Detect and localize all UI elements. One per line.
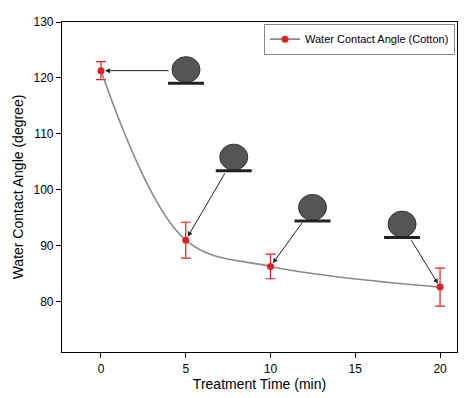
svg-text:Treatment Time (min): Treatment Time (min)	[193, 376, 326, 392]
svg-text:90: 90	[40, 239, 54, 253]
svg-text:110: 110	[34, 127, 53, 141]
svg-text:Water Contact Angle (degree): Water Contact Angle (degree)	[10, 95, 26, 280]
svg-text:120: 120	[33, 71, 53, 85]
svg-text:100: 100	[33, 183, 53, 197]
svg-text:10: 10	[264, 362, 278, 376]
svg-text:0: 0	[98, 362, 105, 376]
svg-text:80: 80	[40, 295, 54, 309]
svg-text:130: 130	[33, 15, 53, 29]
svg-text:15: 15	[349, 362, 363, 376]
svg-text:5: 5	[182, 362, 189, 376]
svg-text:Water Contact Angle (Cotton): Water Contact Angle (Cotton)	[305, 33, 448, 45]
svg-text:20: 20	[433, 362, 447, 376]
